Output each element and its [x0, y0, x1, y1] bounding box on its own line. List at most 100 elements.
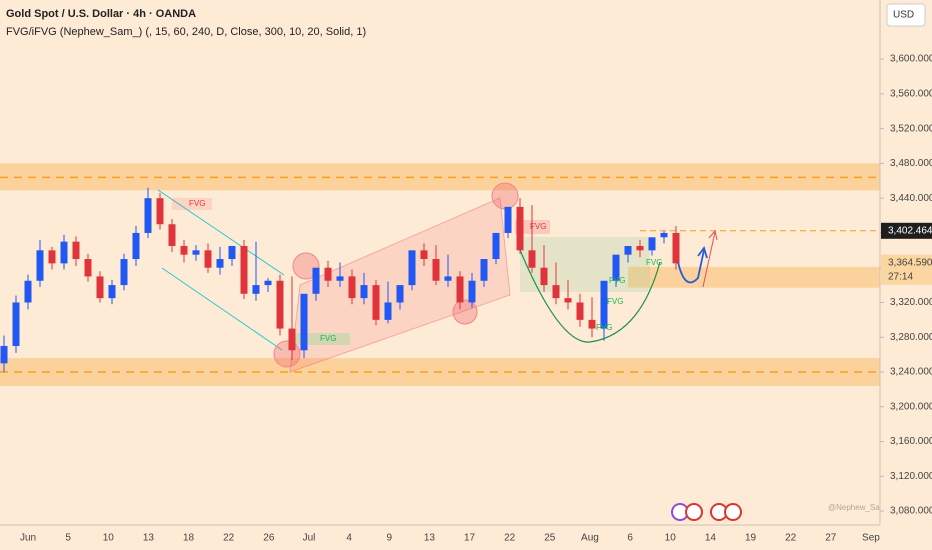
candle-body — [516, 206, 524, 251]
fvg-label: FVG — [609, 276, 625, 285]
arrow-head — [708, 229, 718, 241]
candle-body — [240, 245, 248, 294]
channel-line — [161, 267, 283, 351]
candle-body — [384, 302, 392, 320]
candle-body — [480, 259, 488, 281]
cup-arc — [519, 249, 661, 343]
candle-body — [504, 206, 512, 233]
candle-body — [444, 276, 452, 281]
level-tag — [881, 222, 932, 239]
level-label: 3,402.464 — [888, 225, 932, 236]
fvg-label: FVG — [530, 222, 546, 231]
highlight-circle — [273, 340, 301, 368]
y-tick-label: 3,120.000 — [890, 471, 932, 482]
y-tick-label: 3,480.000 — [890, 158, 932, 169]
fvg-box — [520, 237, 650, 292]
y-tick-label: 3,160.000 — [890, 436, 932, 447]
highlight-circle — [452, 299, 478, 325]
x-tick-label: Aug — [581, 533, 599, 544]
candle-body — [612, 254, 620, 281]
candle-body — [576, 302, 584, 320]
candle-body — [588, 319, 596, 329]
x-tick-label: 10 — [103, 533, 115, 544]
candle-body — [0, 345, 8, 364]
price-tag — [881, 254, 932, 285]
candle-body — [228, 245, 236, 260]
candle-body — [48, 250, 56, 264]
candle-body — [180, 245, 188, 255]
y-tick-label: 3,280.000 — [890, 332, 932, 343]
candle-body — [660, 232, 668, 238]
chart-title: Gold Spot / U.S. Dollar · 4h · OANDA — [6, 8, 196, 20]
fvg-label: FVG — [596, 323, 612, 332]
x-tick-label: 9 — [386, 533, 392, 544]
y-tick-label: 3,560.000 — [890, 89, 932, 100]
candle-body — [132, 232, 140, 260]
candle-body — [396, 285, 404, 303]
candle-body — [204, 250, 212, 268]
candle-body — [372, 285, 380, 320]
candle-body — [24, 280, 32, 303]
x-tick-label: 13 — [424, 533, 436, 544]
candle-body — [324, 267, 332, 281]
zone — [628, 266, 880, 288]
x-tick-label: 17 — [464, 533, 476, 544]
candle-body — [288, 328, 296, 351]
candle-body — [624, 245, 632, 255]
x-tick-label: 22 — [785, 533, 797, 544]
x-tick-label: 13 — [143, 533, 155, 544]
candle-body — [636, 245, 644, 251]
fvg-label: FVG — [189, 199, 205, 208]
candle-body — [456, 276, 464, 303]
candle-body — [408, 250, 416, 286]
candle-body — [84, 259, 92, 277]
candle-body — [36, 250, 44, 281]
x-tick-label: Sep — [862, 533, 880, 544]
candle-body — [552, 285, 560, 299]
candle-body — [468, 280, 476, 303]
candle-body — [360, 285, 368, 299]
x-tick-label: Jun — [20, 533, 36, 544]
y-tick-label: 3,520.000 — [890, 123, 932, 134]
watermark: @Nephew_Sam_ — [828, 503, 891, 512]
candle-body — [168, 224, 176, 246]
candle-body — [276, 280, 284, 329]
currency-button[interactable] — [886, 3, 926, 27]
candle-body — [336, 276, 344, 281]
y-tick-label: 3,080.000 — [890, 506, 932, 517]
x-tick-label: 22 — [223, 533, 235, 544]
candle-body — [216, 259, 224, 268]
fvg-label: FVG — [646, 258, 662, 267]
y-tick-label: 3,320.000 — [890, 297, 932, 308]
fvg-label: FVG — [320, 334, 336, 343]
x-tick-label: 25 — [544, 533, 556, 544]
candle-body — [528, 250, 536, 268]
candle-body — [420, 250, 428, 260]
candle-body — [600, 280, 608, 329]
candle-body — [72, 241, 80, 260]
x-tick-label: Jul — [303, 533, 316, 544]
candle-body — [96, 276, 104, 299]
event-icon[interactable] — [724, 503, 742, 521]
price-label: 3,364.590 — [888, 257, 932, 268]
currency: USD — [893, 10, 914, 21]
countdown: 27:14 — [888, 271, 913, 282]
x-tick-label: 4 — [346, 533, 352, 544]
candle-body — [156, 198, 164, 225]
highlight-circle — [491, 182, 519, 210]
candle-body — [348, 276, 356, 299]
x-tick-label: 5 — [65, 533, 71, 544]
event-icon[interactable] — [685, 503, 703, 521]
candle-body — [120, 259, 128, 286]
candle-body — [60, 241, 68, 264]
arrow-head — [697, 246, 708, 259]
y-tick-label: 3,200.000 — [890, 401, 932, 412]
candle-body — [564, 298, 572, 303]
candle-body — [648, 237, 656, 251]
candle-body — [252, 285, 260, 294]
candle-body — [264, 280, 272, 286]
x-tick-label: 18 — [183, 533, 195, 544]
candle-body — [312, 267, 320, 294]
candle-body — [492, 232, 500, 260]
